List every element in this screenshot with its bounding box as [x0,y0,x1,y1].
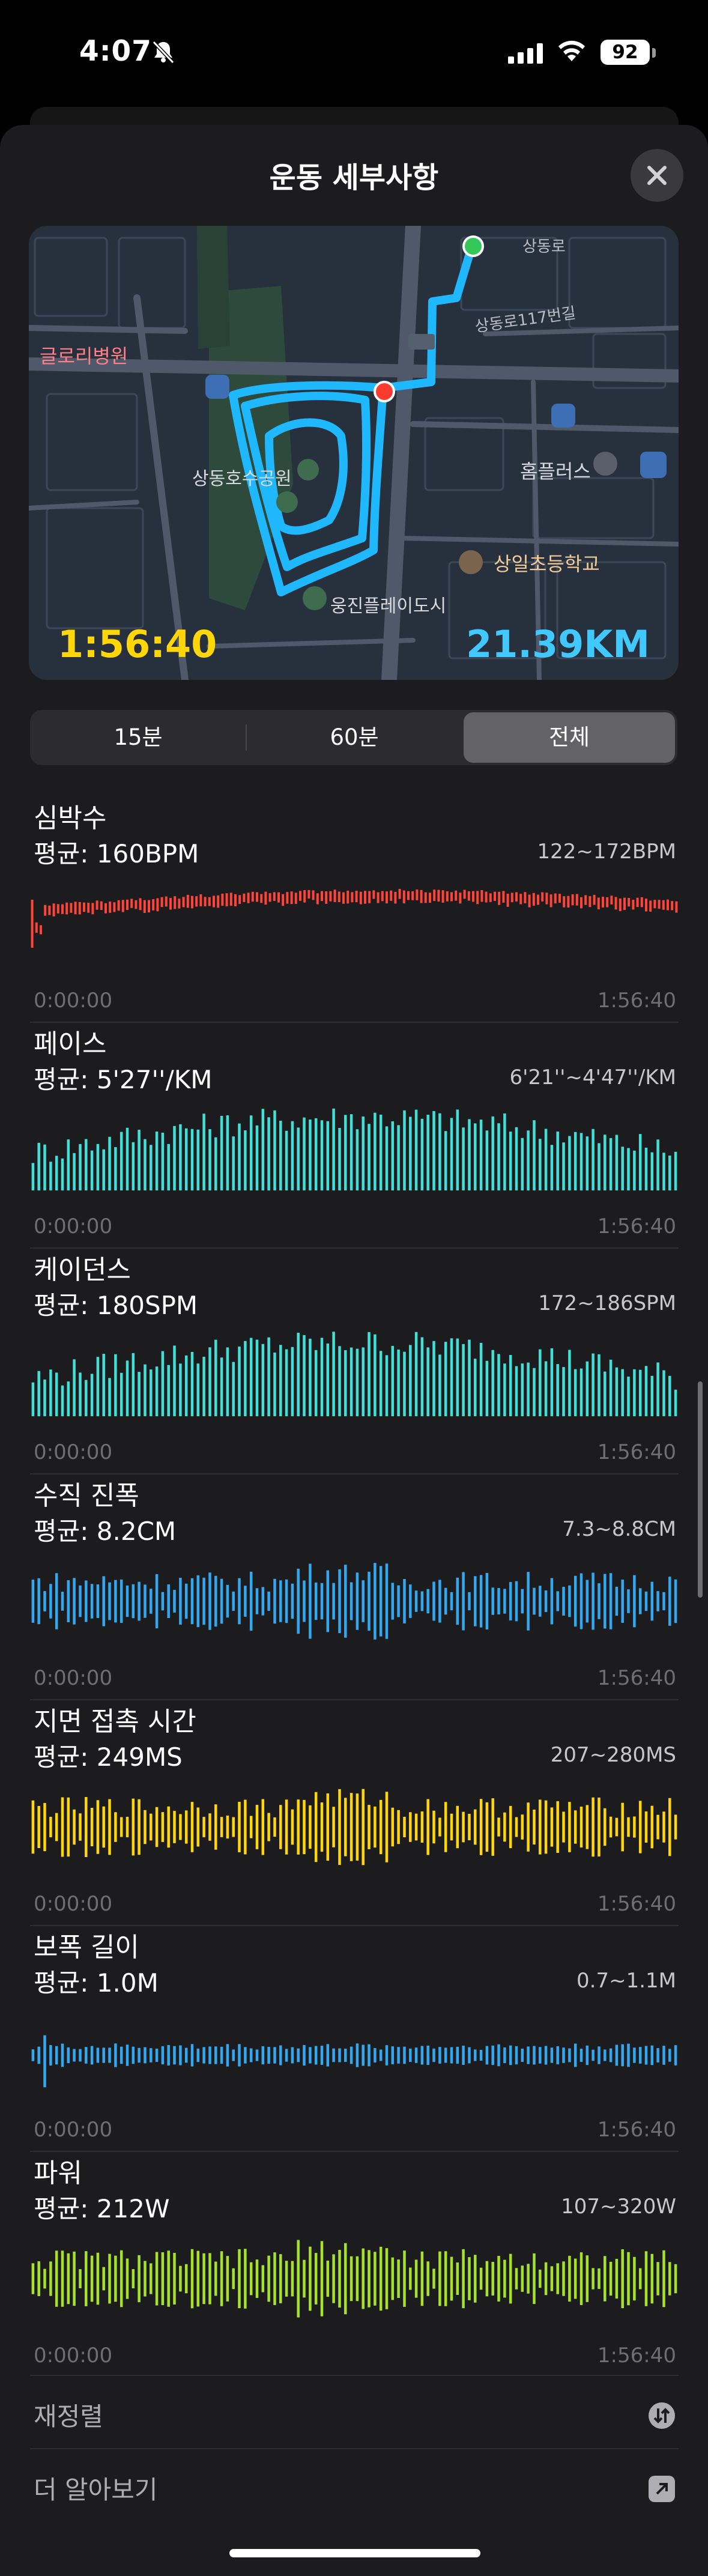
map-label-woojin: 웅진플레이도시 [330,596,447,617]
metric-heart-rate[interactable]: 심박수 평균: 160BPM 122~172BPM 0:00:00 1:56:4… [30,796,679,1023]
route-map[interactable]: 글로리병원 상동호수공원 홈플러스 상일초등학교 웅진플레이도시 상동로117번… [29,226,679,680]
chart-end-time: 1:56:40 [597,1892,676,1916]
metric-stride-length[interactable]: 보폭 길이 평균: 1.0M 0.7~1.1M 0:00:00 1:56:40 [30,1926,679,2152]
chart-start-time: 0:00:00 [34,1666,113,1690]
metric-range: 172~186SPM [538,1291,676,1315]
divider [30,1022,679,1023]
metric-average: 평균: 1.0M [34,1968,159,1998]
home-indicator[interactable] [229,2549,480,2557]
divider [30,2151,679,2152]
green-area [197,226,230,349]
metric-average: 평균: 8.2CM [34,1517,177,1546]
heart-rate-chart [31,889,678,948]
metric-title: 수직 진폭 [34,1480,139,1511]
chart-end-time: 1:56:40 [597,1666,676,1690]
chart-end-time: 1:56:40 [597,989,676,1013]
chart-end-time: 1:56:40 [597,2344,676,2368]
power-chart [31,2240,677,2318]
metric-title: 지면 접촉 시간 [34,1706,196,1737]
poi-icons [205,334,667,610]
metric-average: 평균: 5'27''/KM [34,1065,213,1094]
learn-more-row[interactable]: 더 알아보기 [30,2448,679,2521]
metric-title: 페이스 [34,1029,107,1059]
metric-cadence[interactable]: 케이던스 평균: 180SPM 172~186SPM 0:00:00 1:56:… [30,1248,679,1474]
sheet-title: 운동 세부사항 [269,161,439,195]
time-range-segmented-control: 15분 60분 전체 [30,710,677,765]
status-time: 4:07 [79,35,152,68]
status-bar: 4:07 92 [0,0,708,108]
reorder-row[interactable]: 재정렬 [30,2375,679,2448]
metric-average: 평균: 160BPM [34,839,199,868]
vertical-oscillation-chart [31,1563,677,1640]
chart-end-time: 1:56:40 [597,1214,676,1238]
chart-start-time: 0:00:00 [34,989,113,1013]
metric-range: 6'21''~4'47''/KM [509,1065,676,1089]
map-elapsed-time: 1:56:40 [58,622,217,666]
map-distance: 21.39KM [466,622,650,666]
map-label-road: 상동로 [522,238,566,256]
chart-start-time: 0:00:00 [34,2118,113,2142]
wifi-icon [558,40,585,61]
metric-range: 7.3~8.8CM [562,1517,676,1541]
map-label-park: 상동호수공원 [192,468,292,489]
metric-title: 케이던스 [34,1255,131,1285]
metric-average: 평균: 249MS [34,1742,183,1772]
pace-chart [31,1108,677,1190]
map-label-homeplus: 홈플러스 [520,460,591,483]
metric-vertical-oscillation[interactable]: 수직 진폭 평균: 8.2CM 7.3~8.8CM 0:00:00 1:56:4… [30,1474,679,1700]
start-marker [462,235,484,257]
metric-ground-contact-time[interactable]: 지면 접촉 시간 평균: 249MS 207~280MS 0:00:00 1:5… [30,1700,679,1926]
signal-icon [508,43,543,64]
chart-start-time: 0:00:00 [34,1214,113,1238]
end-marker [374,381,395,402]
metric-range: 122~172BPM [537,840,676,864]
metric-title: 심박수 [34,803,107,834]
chart-start-time: 0:00:00 [34,1892,113,1916]
metric-range: 207~280MS [550,1743,676,1767]
divider [30,1473,679,1474]
metric-power[interactable]: 파워 평균: 212W 107~320W 0:00:00 1:56:40 [30,2151,679,2377]
reorder-icon [649,2402,675,2429]
segment-15-min[interactable]: 15분 [113,724,163,750]
chart-end-time: 1:56:40 [597,1440,676,1464]
segment-all[interactable]: 전체 [464,712,675,763]
stride-length-chart [31,2035,677,2088]
reorder-label: 재정렬 [34,2402,103,2431]
cadence-chart [31,1332,677,1416]
route-line [229,246,475,596]
close-icon [647,166,667,185]
learn-more-label: 더 알아보기 [34,2475,158,2505]
metric-range: 107~320W [561,2195,676,2219]
map-graphic [29,226,679,680]
divider [30,1247,679,1249]
battery-icon: 92 [601,40,650,65]
chart-start-time: 0:00:00 [34,2344,113,2368]
divider [30,1699,679,1700]
metric-average: 평균: 212W [34,2194,170,2223]
workout-details-sheet: 운동 세부사항 [0,125,708,2576]
battery-tip [652,48,656,58]
map-label-hospital: 글로리병원 [40,345,129,368]
metric-pace[interactable]: 페이스 평균: 5'27''/KM 6'21''~4'47''/KM 0:00:… [30,1022,679,1249]
map-label-school: 상일초등학교 [494,553,600,575]
scrollbar[interactable] [698,1381,703,1598]
ground-contact-time-chart [31,1789,677,1865]
segment-60-min[interactable]: 60분 [330,724,379,750]
divider [30,1925,679,1926]
bell-slash-icon [152,40,175,64]
close-button[interactable] [631,149,683,202]
metric-title: 파워 [34,2158,82,2189]
metric-range: 0.7~1.1M [576,1969,676,1993]
external-link-icon [649,2476,675,2502]
metric-title: 보폭 길이 [34,1932,139,1963]
segment-divider [246,724,247,751]
chart-start-time: 0:00:00 [34,1440,113,1464]
chart-end-time: 1:56:40 [597,2118,676,2142]
metric-average: 평균: 180SPM [34,1291,198,1320]
